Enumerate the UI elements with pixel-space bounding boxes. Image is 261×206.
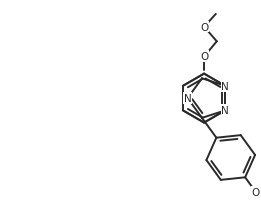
Text: N: N [221, 106, 229, 116]
Text: O: O [200, 52, 208, 62]
Text: N: N [221, 81, 229, 91]
Text: O: O [200, 22, 208, 33]
Text: N: N [184, 94, 192, 104]
Text: O: O [252, 187, 260, 197]
